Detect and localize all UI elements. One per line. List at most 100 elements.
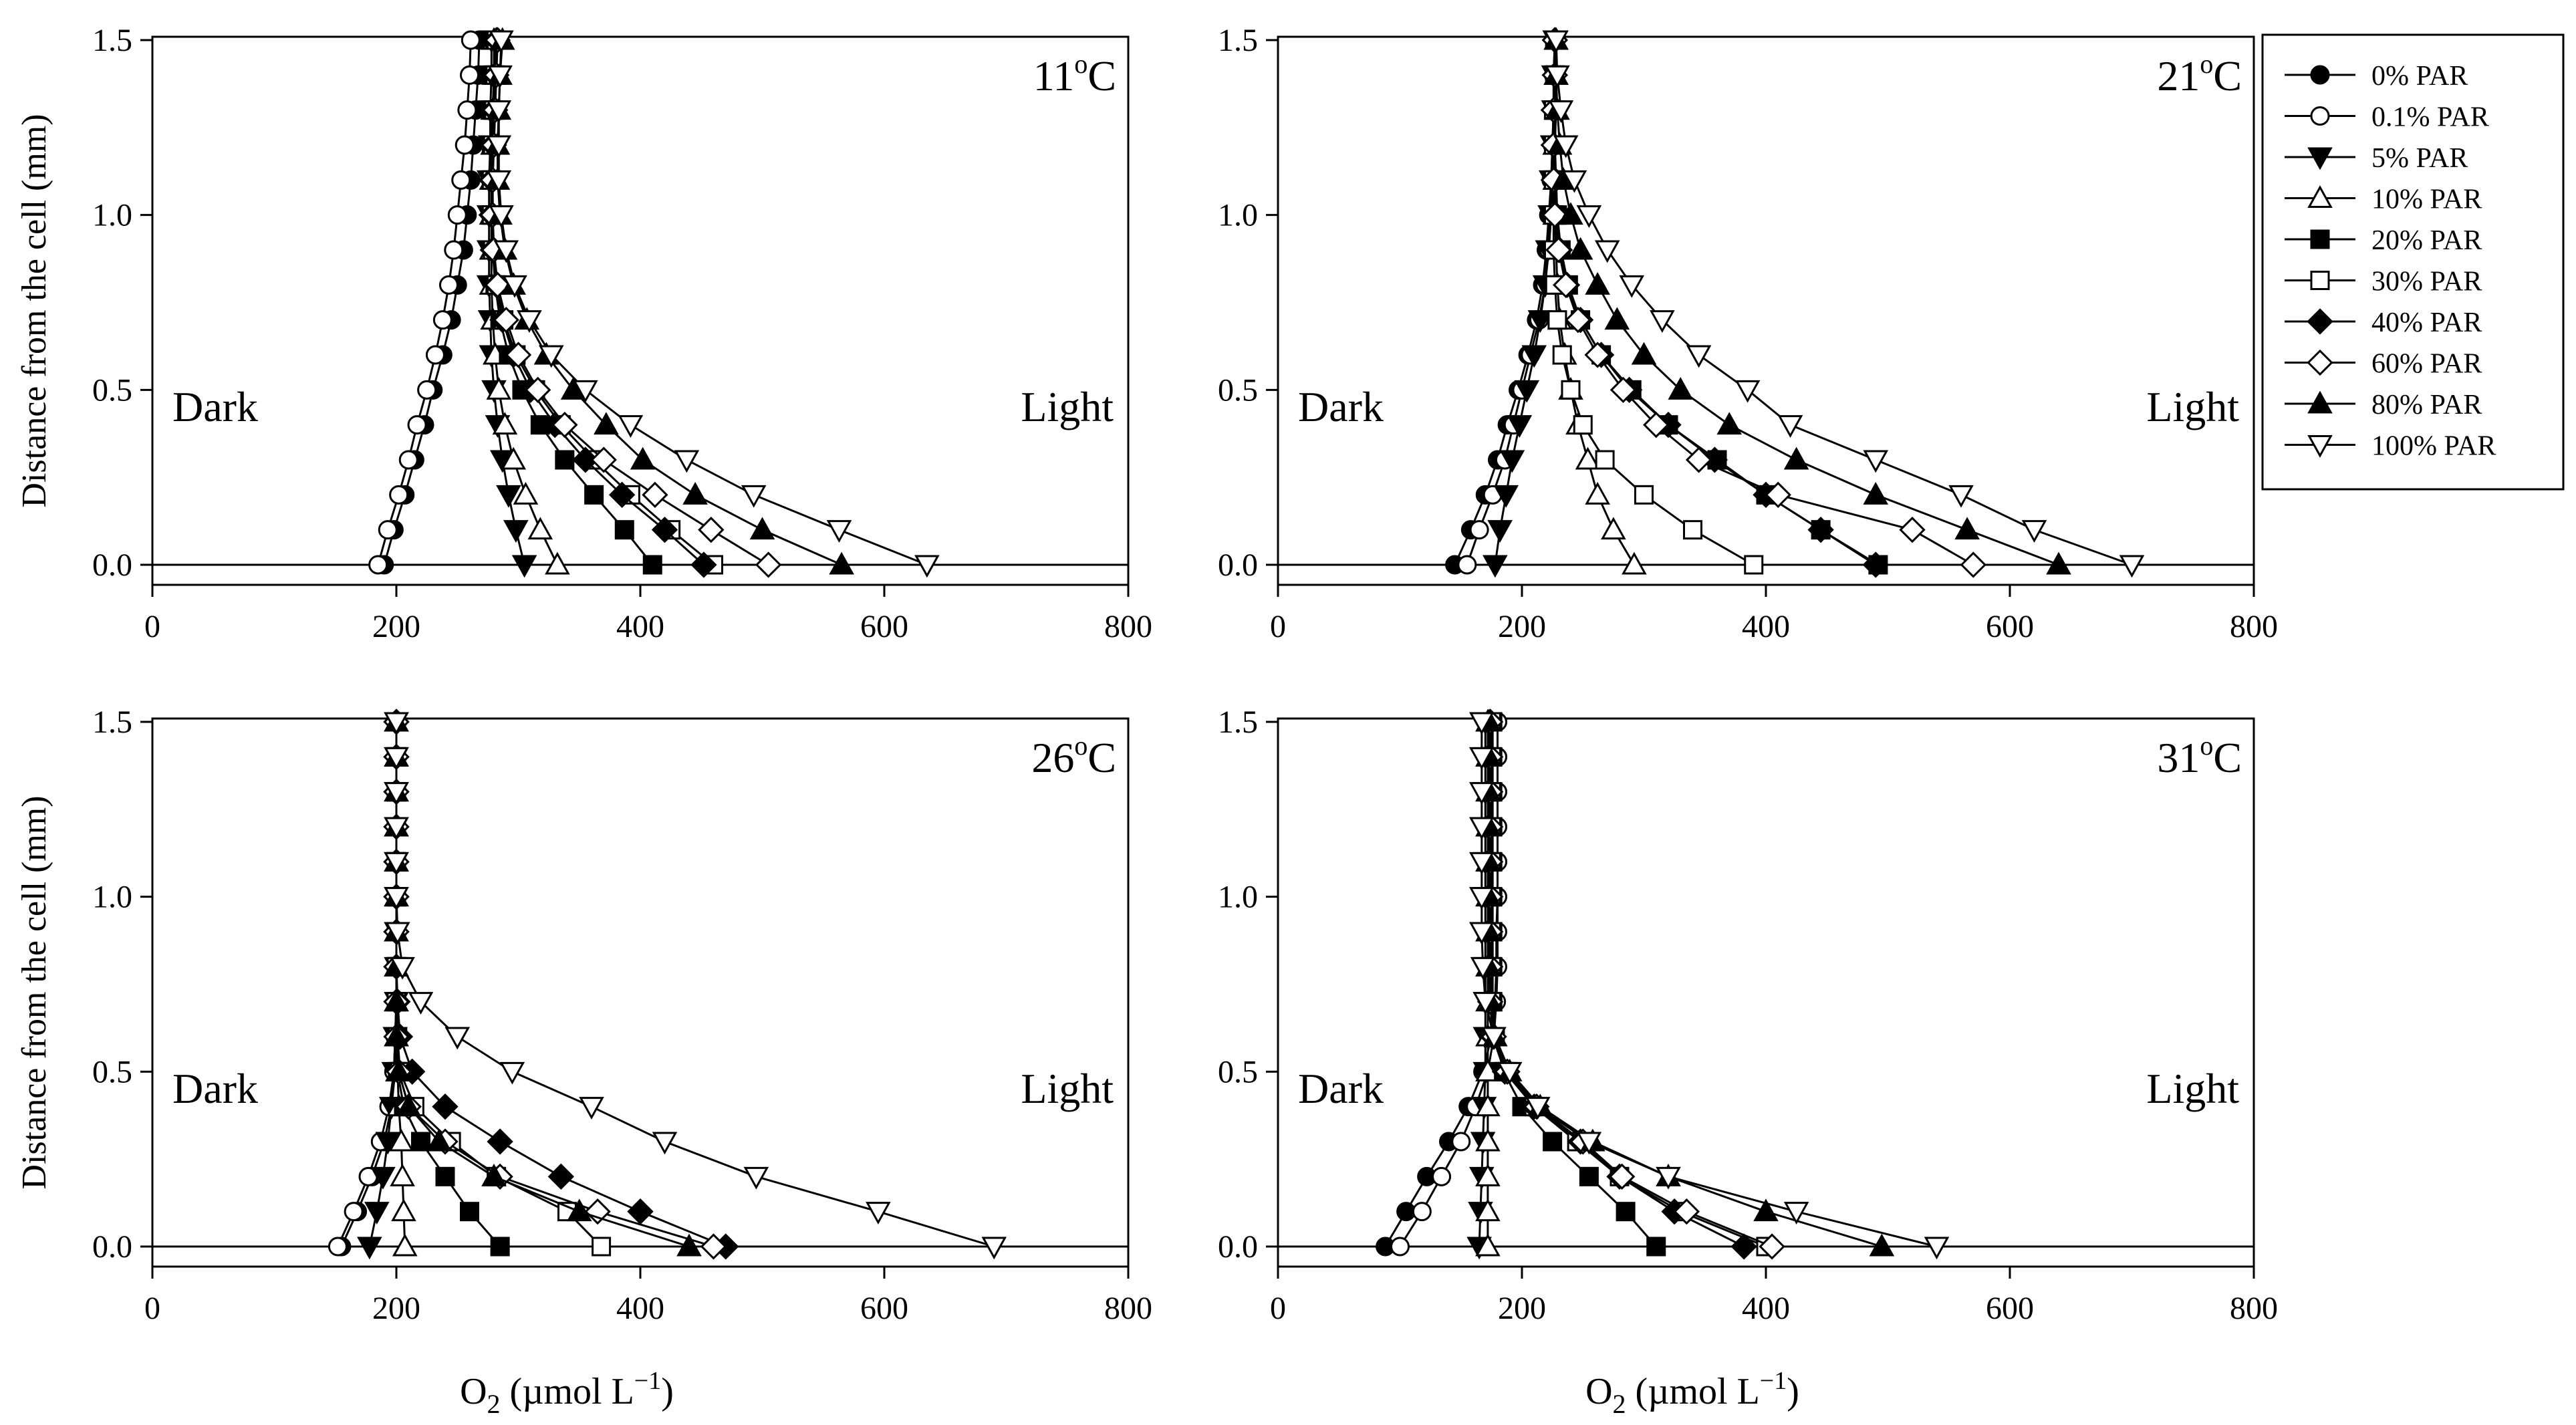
data-point — [1470, 956, 1496, 980]
data-point — [460, 1202, 479, 1222]
data-point — [1585, 481, 1610, 505]
data-point — [538, 345, 564, 368]
data-point — [1483, 555, 1508, 578]
legend: 0% PAR 0.1% PAR 5% PAR 10% PAR 20% PAR 30% PA… — [2261, 33, 2565, 491]
data-point — [1668, 376, 1694, 400]
data-point — [614, 520, 634, 540]
data-point — [741, 485, 767, 508]
panel-title: 11oC — [1033, 49, 1116, 100]
annotation-dark: Dark — [1298, 1065, 1384, 1112]
y-tick-label: 0.5 — [92, 372, 132, 408]
data-point — [1646, 1237, 1666, 1257]
x-tick-label: 400 — [616, 1291, 664, 1326]
data-point — [1686, 345, 1712, 368]
data-point — [914, 555, 940, 578]
data-point — [1468, 922, 1495, 945]
y-tick-label: 1.0 — [1218, 880, 1258, 915]
legend-label: 30% PAR — [2371, 267, 2482, 297]
data-point — [1730, 1233, 1757, 1260]
data-point — [384, 712, 409, 735]
data-point — [676, 1233, 702, 1257]
series-line — [497, 39, 928, 566]
data-point — [390, 1163, 415, 1186]
x-tick-label: 200 — [1498, 1291, 1546, 1326]
data-point — [981, 1237, 1007, 1260]
data-point — [1576, 1132, 1602, 1155]
data-point — [1527, 310, 1553, 334]
data-point — [642, 481, 668, 509]
series-line — [491, 39, 769, 566]
data-point — [1553, 135, 1579, 158]
data-point — [1475, 1093, 1501, 1117]
data-point — [1481, 1027, 1507, 1050]
data-point — [513, 481, 539, 505]
legend-label: 60% PAR — [2371, 349, 2482, 380]
panel-4: 0 200 400 600 800 0.0 0.5 1.0 1.5 31oC Dark Light O2… — [1218, 704, 2278, 1419]
data-point — [1497, 1061, 1523, 1085]
data-point — [1863, 481, 1889, 505]
series-60-par — [1476, 708, 1785, 1260]
data-point — [455, 135, 475, 155]
legend-marker — [2307, 390, 2333, 414]
panel-3: 0 200 400 600 800 0.0 0.5 1.0 1.5 26oC Dark Light Di… — [15, 704, 1152, 1419]
data-point — [743, 1166, 769, 1190]
series-100-par — [1543, 30, 2145, 578]
data-point — [486, 376, 512, 400]
legend-entry: 80% PAR — [2285, 390, 2482, 420]
x-tick-label: 800 — [2230, 609, 2278, 644]
data-point — [438, 275, 459, 295]
x-tick-label: 0 — [144, 609, 160, 644]
data-point — [1514, 380, 1540, 403]
data-point — [1862, 551, 1889, 578]
data-point — [386, 1058, 412, 1081]
data-point — [1631, 342, 1657, 365]
data-point — [1595, 450, 1615, 470]
plot-frame — [151, 717, 1130, 1268]
data-point — [652, 1132, 678, 1155]
series-line — [395, 722, 995, 1248]
data-point — [1548, 100, 1574, 124]
data-point — [682, 481, 708, 505]
data-point — [384, 887, 409, 910]
x-tick-label: 0 — [1270, 609, 1286, 644]
panels: 0 200 400 600 800 0.0 0.5 1.0 1.5 11oC Dark Light Di… — [15, 23, 2278, 1419]
data-point — [1783, 446, 1809, 470]
data-point — [1576, 205, 1602, 229]
y-tick-label: 1.5 — [1218, 23, 1258, 58]
annotation-light: Light — [1021, 383, 1114, 430]
data-point — [368, 555, 388, 575]
legend-label: 40% PAR — [2371, 307, 2482, 338]
y-tick-label: 0.5 — [1218, 1054, 1258, 1089]
legend-marker — [2307, 435, 2333, 458]
x-tick-label: 600 — [860, 1291, 908, 1326]
data-point — [1765, 481, 1791, 509]
data-point — [1552, 345, 1572, 365]
series-line — [1552, 40, 1755, 566]
legend-entry: 60% PAR — [2285, 349, 2482, 380]
data-point — [547, 1163, 575, 1190]
data-point — [426, 1128, 452, 1152]
data-point — [396, 1093, 422, 1117]
data-point — [328, 1237, 348, 1257]
data-point — [1561, 380, 1581, 400]
series-line — [1489, 722, 1773, 1248]
data-point — [1924, 1237, 1950, 1260]
legend-label: 20% PAR — [2371, 225, 2482, 256]
series-80-par — [1543, 27, 2071, 575]
data-point — [1807, 516, 1834, 543]
data-point — [407, 415, 427, 435]
data-point — [1390, 1237, 1410, 1257]
data-point — [608, 481, 636, 509]
data-point — [1608, 1163, 1636, 1190]
data-point — [1468, 782, 1495, 805]
data-point — [384, 817, 409, 840]
data-point — [2046, 551, 2071, 575]
data-point — [674, 450, 700, 473]
data-point — [384, 1023, 409, 1047]
y-tick-label: 0.5 — [1218, 372, 1258, 408]
data-point — [1472, 992, 1499, 1015]
series-line — [1491, 722, 1657, 1247]
data-point — [1573, 415, 1593, 435]
data-point — [584, 1198, 611, 1225]
legend-entry: 5% PAR — [2285, 143, 2468, 174]
